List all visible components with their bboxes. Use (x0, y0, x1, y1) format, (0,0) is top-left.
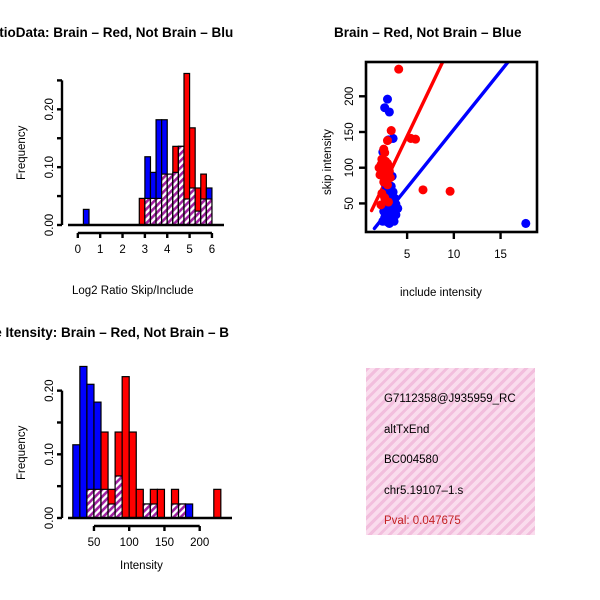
x-tick-label: 100 (120, 537, 139, 549)
gene-intensity-histogram-title: ne Itensity: Brain – Red, Not Brain – B (0, 325, 230, 340)
gene-intensity-xlabel: Intensity (120, 560, 163, 572)
scatter-point (376, 200, 386, 210)
scatter-point (386, 126, 396, 136)
histogram-bar (72, 444, 81, 519)
y-tick-label: 150 (344, 122, 356, 141)
info-panel-text-block: G7112358@J935959_RC altTxEnd BC004580 chr5.… (366, 368, 535, 535)
ratio-histogram-xlabel: Log2 Ratio Skip/Include (72, 285, 194, 297)
info-line: altTxEnd (384, 423, 430, 436)
scatter-point (384, 218, 394, 228)
y-tick-label: 0.20 (44, 98, 56, 120)
y-tick-label: 0.10 (44, 443, 56, 465)
y-tick-label: 50 (344, 197, 356, 210)
y-tick-label: 0.00 (44, 507, 56, 529)
histogram-bar (79, 365, 88, 519)
histogram-bar-overlap (170, 503, 180, 519)
info-panel-hatch-background (366, 368, 535, 535)
scatter-point (383, 197, 393, 207)
histogram-bar (213, 488, 222, 519)
scatter-point (445, 186, 455, 196)
x-tick-label: 3 (142, 244, 148, 256)
x-tick-label: 5 (186, 244, 192, 256)
ratio-histogram-canvas: 0.00 0.10 0.20 0 1 2 3 4 5 6 (44, 72, 224, 256)
pvalue-line: Pval: 0.047675 (384, 515, 461, 527)
gene-intensity-histogram-panel: ne Itensity: Brain – Red, Not Brain – B … (0, 300, 300, 600)
histogram-bar (135, 488, 144, 519)
histogram-bar-overlap (177, 145, 185, 226)
intensity-scatter-title: Brain – Red, Not Brain – Blue (334, 25, 522, 40)
y-tick-label: 200 (344, 87, 356, 106)
histogram-bar-overlap (100, 488, 109, 519)
histogram-bar-overlap (200, 198, 207, 226)
scatter-point (382, 94, 393, 104)
x-tick-label: 50 (88, 537, 101, 549)
histogram-bar-overlap (205, 198, 213, 226)
scatter-point (384, 107, 394, 117)
histogram-bar-overlap (172, 171, 180, 226)
histogram-bar-overlap (161, 173, 168, 226)
histogram-bar-overlap (149, 503, 159, 519)
histogram-bar-overlap (86, 488, 95, 519)
info-panel-container: G7112358@J935959_RC altTxEnd BC004580 chr5.… (300, 300, 600, 600)
histogram-bar (82, 208, 90, 226)
histogram-bar-overlap (149, 197, 157, 226)
x-tick-label: 5 (404, 249, 410, 261)
x-tick-label: 0 (75, 244, 81, 256)
x-tick-label: 1 (97, 244, 103, 256)
ratio-histogram-title: RatioData: Brain – Red, Not Brain – Blu (0, 25, 234, 40)
histogram-bar (121, 376, 130, 519)
info-panel: G7112358@J935959_RC altTxEnd BC004580 chr5.… (366, 368, 535, 535)
histogram-bar (128, 431, 137, 519)
ratio-histogram-panel: RatioData: Brain – Red, Not Brain – Blu … (0, 0, 300, 300)
histogram-bar (184, 503, 194, 519)
x-tick-label: 10 (447, 249, 460, 261)
histogram-bar-overlap (142, 503, 151, 519)
info-line: BC004580 (384, 454, 439, 466)
plot-area (72, 365, 222, 519)
y-tick-label: 0.10 (44, 156, 56, 178)
x-tick-label: 2 (119, 244, 125, 256)
scatter-point (394, 64, 404, 74)
y-tick-label: 0.20 (44, 379, 56, 401)
x-tick-label: 15 (494, 249, 507, 261)
y-tick-label: 100 (344, 158, 356, 177)
histogram-bar-overlap (194, 210, 202, 226)
histogram-bar (156, 488, 166, 519)
info-line: chr5.19107–1.s (384, 484, 464, 497)
intensity-scatter-xlabel: include intensity (400, 287, 482, 299)
y-tick-label: 0.00 (44, 214, 56, 236)
intensity-scatter-panel: Brain – Red, Not Brain – Blue skip inten… (300, 0, 600, 300)
histogram-bar-overlap (183, 198, 191, 226)
scatter-plot-area (369, 62, 531, 231)
scatter-point (382, 180, 393, 190)
scatter-point (385, 173, 395, 183)
histogram-bar-overlap (107, 503, 116, 519)
x-tick-label: 150 (155, 537, 174, 549)
intensity-scatter-canvas: 50 100 150 200 5 10 15 (344, 60, 539, 261)
plot-box (364, 60, 539, 234)
histogram-bar-overlap (166, 173, 174, 226)
x-tick-label: 4 (164, 244, 171, 256)
gene-intensity-histogram-canvas: 0.00 0.10 0.20 50 100 150 200 (44, 365, 232, 549)
histogram-bar-overlap (188, 187, 196, 226)
x-tick-label: 6 (209, 244, 215, 256)
info-line: G7112358@J935959_RC (384, 393, 516, 405)
histogram-bar-overlap (177, 503, 187, 519)
scatter-point (521, 218, 531, 228)
histogram-bar (138, 197, 146, 226)
histogram-bar-overlap (155, 197, 163, 226)
histogram-bar-overlap (114, 475, 123, 519)
plot-area (82, 72, 213, 226)
scatter-point (411, 134, 421, 144)
scatter-point (418, 185, 428, 195)
x-tick-label: 200 (190, 537, 209, 549)
histogram-bar-overlap (93, 488, 102, 519)
histogram-bar-overlap (144, 197, 152, 226)
scatter-point (382, 136, 393, 146)
